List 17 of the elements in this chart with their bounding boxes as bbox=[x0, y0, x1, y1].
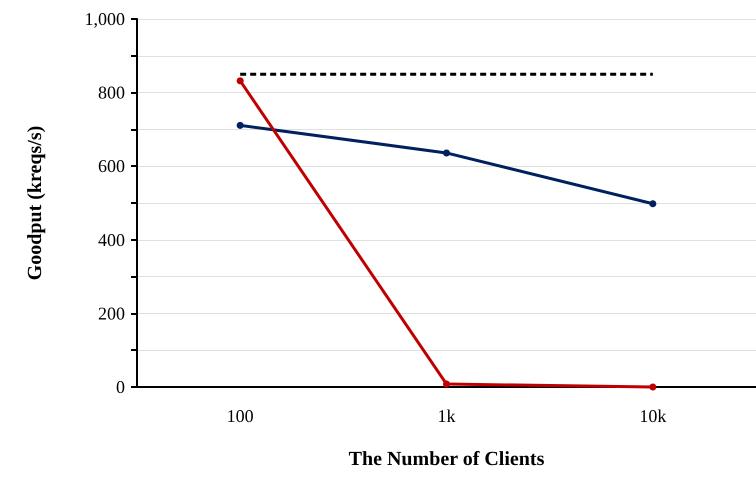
x-axis-title: The Number of Clients bbox=[348, 448, 545, 470]
x-tick-label: 10k bbox=[639, 406, 666, 426]
y-tick-label: 600 bbox=[98, 156, 125, 176]
point bbox=[649, 200, 656, 208]
x-tick-label: 100 bbox=[226, 406, 254, 426]
point bbox=[649, 384, 656, 390]
x-tick-label: 1k bbox=[438, 406, 456, 426]
point bbox=[236, 77, 244, 84]
y-axis-title: Goodput (kreqs/s) bbox=[24, 126, 46, 280]
y-tick-label: 800 bbox=[98, 82, 125, 103]
point bbox=[236, 122, 244, 129]
point bbox=[443, 149, 450, 156]
point bbox=[443, 380, 450, 388]
y-tick-label: 0 bbox=[116, 377, 125, 397]
y-tick-label: 200 bbox=[98, 303, 125, 324]
y-tick-label: 1,000 bbox=[84, 9, 125, 29]
y-tick-label: 400 bbox=[98, 230, 125, 250]
